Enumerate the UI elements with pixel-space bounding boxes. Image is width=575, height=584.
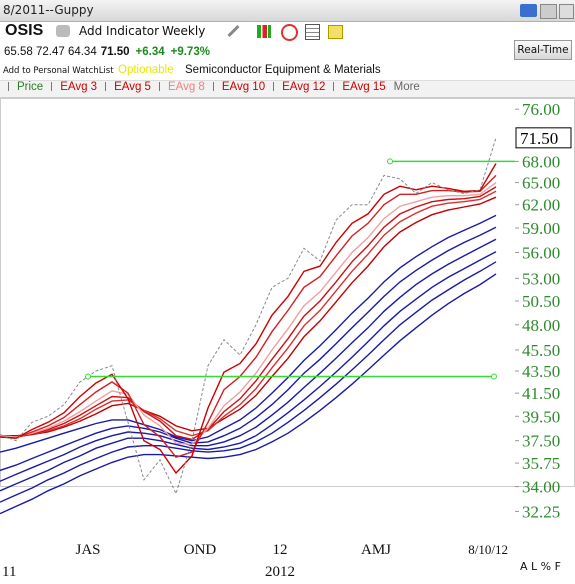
legend-arrow	[51, 82, 57, 92]
symbol: OSIS	[5, 22, 44, 39]
last-price-box	[515, 127, 572, 149]
legend-entry[interactable]: EAvg 12	[282, 81, 326, 93]
x-year-label: 2012	[265, 564, 295, 580]
y-tick-label: 37.50	[522, 432, 560, 451]
legend-arrow	[8, 82, 14, 92]
trend-handle	[491, 373, 497, 380]
y-tick-label: 65.00	[522, 174, 560, 193]
legend-entry[interactable]: EAvg 8	[167, 81, 205, 93]
footer-buttons[interactable]: A L % F	[520, 560, 561, 573]
y-tick-label: 50.50	[522, 292, 560, 311]
note-icon[interactable]	[328, 25, 343, 39]
legend-arrow	[212, 82, 219, 92]
y-tick-label: 56.00	[522, 243, 560, 262]
series-line	[0, 190, 497, 438]
alarm-icon[interactable]	[281, 24, 298, 41]
legend-entry[interactable]: EAvg 10	[221, 81, 266, 93]
dropdown-button[interactable]	[559, 4, 574, 19]
add-indicator[interactable]: Add Indicator	[79, 24, 160, 38]
y-tick-label: 41.50	[522, 384, 560, 403]
legend-arrow	[105, 82, 111, 92]
watchlist-link[interactable]: Add to Personal WatchList	[3, 66, 114, 76]
x-tick-label: AMJ	[361, 542, 391, 558]
trend-handle	[387, 158, 393, 165]
series-line	[0, 214, 497, 453]
realtime-button[interactable]: Real-Time	[514, 40, 572, 60]
print-icon[interactable]	[56, 25, 70, 37]
series-line	[0, 273, 497, 515]
x-year-label: 11	[2, 564, 16, 580]
y-tick-label: 76.00	[522, 100, 560, 119]
y-tick-label: 34.00	[522, 478, 560, 497]
series-line	[0, 261, 497, 503]
y-tick-label: 53.00	[522, 269, 560, 288]
series-line	[0, 182, 497, 446]
series-line	[0, 196, 497, 437]
y-tick-label: 62.00	[522, 196, 560, 215]
legend-entry[interactable]: Price	[17, 81, 44, 93]
trend-handle	[85, 373, 91, 380]
y-tick-label: 45.50	[522, 341, 560, 360]
y-tick-label: 43.50	[522, 362, 560, 381]
last-price-label: 71.50	[520, 129, 558, 148]
legend-arrow	[333, 82, 339, 92]
quote: 65.58 72.47 64.34 71.50 +6.34 +9.73%	[4, 46, 210, 58]
legend-entry[interactable]: EAvg 5	[114, 81, 151, 93]
series-line	[0, 186, 497, 441]
series-line	[0, 226, 497, 472]
last: 71.50	[100, 46, 130, 58]
legend-entry[interactable]: EAvg 3	[60, 81, 98, 93]
y-tick-label: 39.50	[522, 407, 560, 426]
y-tick-label: 48.00	[522, 316, 560, 335]
series-line	[0, 163, 497, 475]
x-tick-label: 12	[273, 542, 288, 558]
legend-arrow	[273, 82, 279, 92]
legend-entry[interactable]: EAvg 15	[342, 81, 386, 93]
y-tick-label: 59.00	[522, 219, 560, 238]
optionable: Optionable	[118, 64, 174, 76]
tools-icon[interactable]	[227, 24, 240, 38]
s-button[interactable]	[520, 4, 537, 17]
industry: Semiconductor Equipment & Materials	[185, 64, 381, 76]
y-tick-label: 68.00	[522, 152, 560, 171]
plot-frame	[0, 97, 575, 487]
t-button[interactable]	[540, 4, 557, 19]
x-tick-label: 8/10/12	[468, 542, 508, 557]
title-bar	[0, 0, 575, 22]
y-tick-label: 32.25	[522, 502, 560, 521]
change-pct: +9.73%	[170, 46, 210, 58]
x-tick-label: JAS	[75, 542, 100, 558]
series-line	[0, 174, 497, 459]
table-icon[interactable]	[305, 24, 320, 40]
window-title: 8/2011--Guppy	[3, 3, 94, 17]
series-line	[0, 251, 497, 492]
legend: Price EAvg 3 EAvg 5 EAvg 8 EAvg 10 EAvg 12 EAv…	[0, 80, 575, 99]
x-tick-label: OND	[184, 542, 217, 558]
legend-arrow	[158, 82, 165, 92]
legend-more[interactable]: More	[393, 81, 420, 93]
series-line	[0, 137, 497, 495]
change: +6.34	[135, 46, 165, 58]
y-tick-label: 35.75	[522, 454, 560, 473]
ohl: 65.58 72.47 64.34	[4, 46, 97, 58]
series-line	[0, 238, 497, 482]
period-select[interactable]: Weekly	[162, 24, 206, 38]
chart-style-icon[interactable]	[257, 25, 271, 38]
